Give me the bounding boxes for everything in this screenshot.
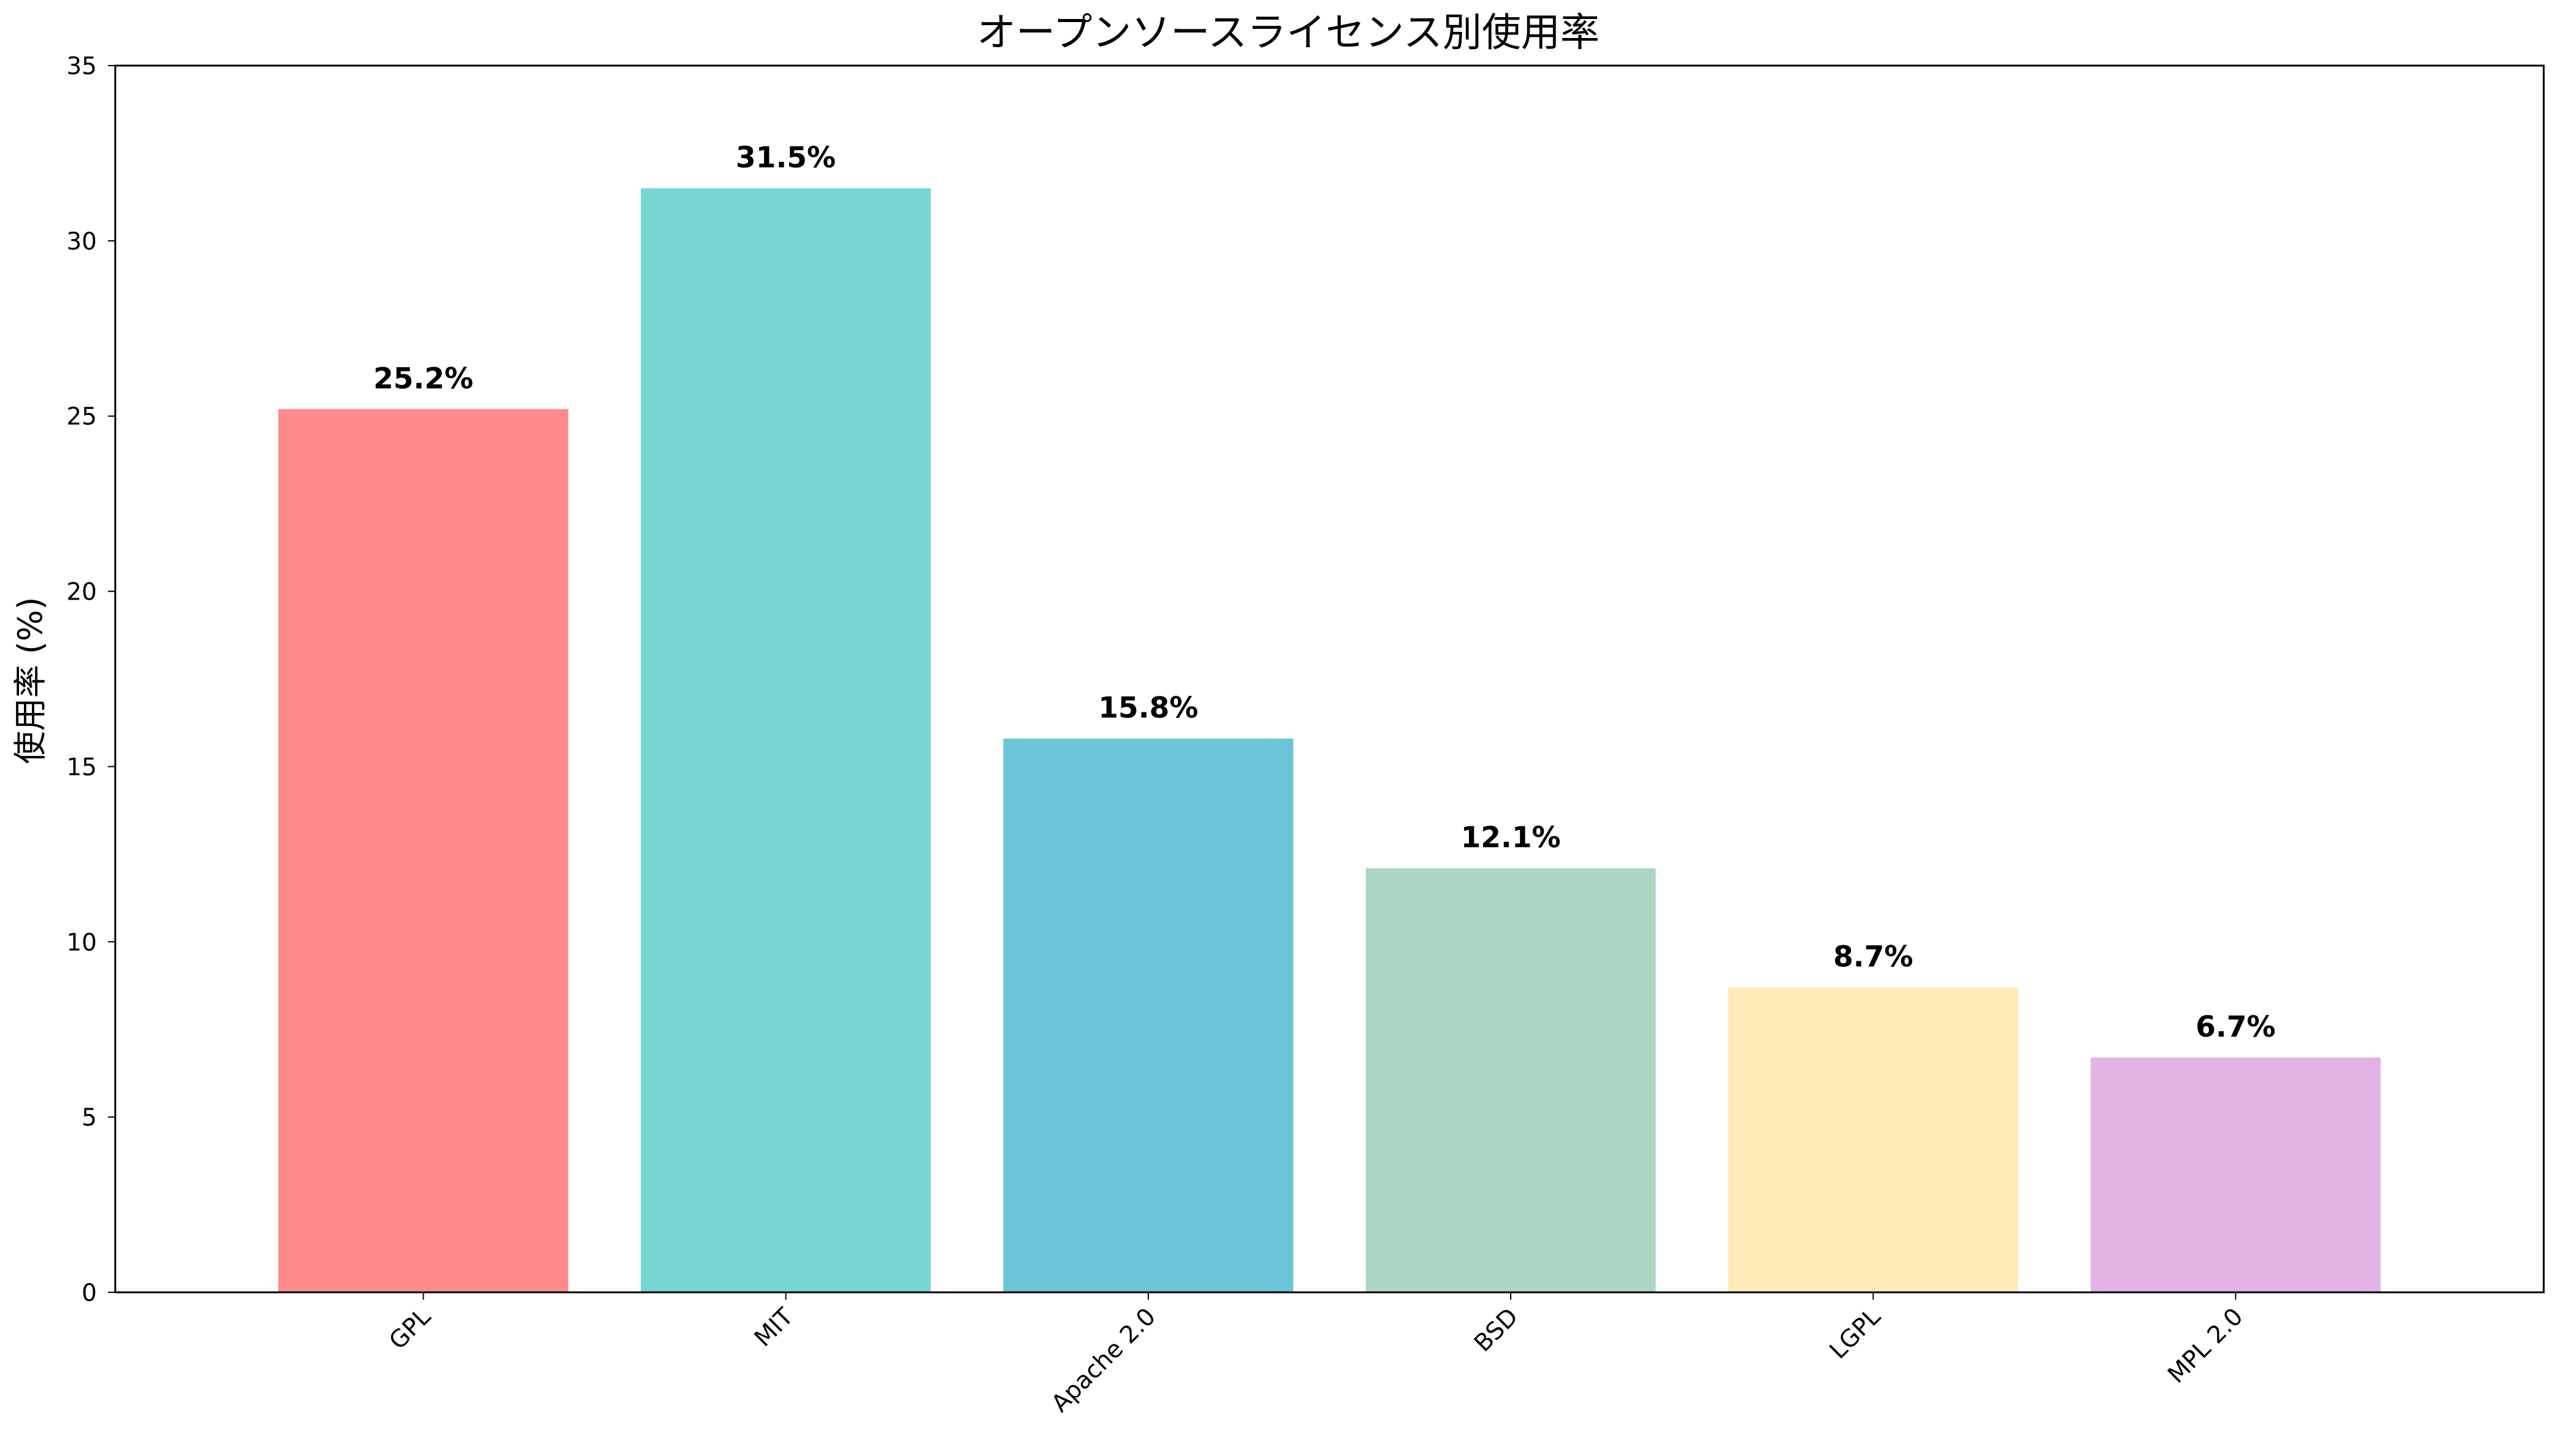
x-tick-label-mpl-2-0: MPL 2.0	[2162, 1303, 2248, 1389]
bar-gpl	[278, 409, 568, 1292]
data-label-mpl-2-0: 6.7%	[2195, 1010, 2275, 1044]
data-label-bsd: 12.1%	[1461, 821, 1561, 855]
bar-mit	[641, 188, 931, 1293]
y-tick-label: 15	[66, 753, 97, 781]
bar-bsd	[1365, 868, 1656, 1292]
x-tick-label-gpl: GPL	[384, 1303, 436, 1355]
y-tick-label: 5	[82, 1104, 97, 1132]
y-tick-label: 25	[66, 403, 97, 431]
x-tick-label-bsd: BSD	[1469, 1303, 1524, 1357]
y-tick-label: 10	[66, 929, 97, 956]
y-tick-label: 30	[66, 228, 97, 256]
data-label-apache-2-0: 15.8%	[1098, 692, 1198, 725]
data-labels-layer: 25.2% 31.5% 15.8% 12.1% 8.7% 6.7%	[373, 141, 2276, 1044]
data-label-mit: 31.5%	[736, 141, 836, 175]
y-tick-label: 20	[66, 579, 97, 606]
chart-title: オープンソースライセンス別使用率	[977, 10, 1600, 56]
x-tick-label-mit: MIT	[749, 1303, 799, 1352]
bar-lgpl	[1728, 987, 2018, 1292]
bar-apache-2-0	[1003, 738, 1294, 1292]
data-label-lgpl: 8.7%	[1833, 940, 1913, 974]
x-tick-label-apache-2-0: Apache 2.0	[1047, 1303, 1161, 1417]
y-axis-label: 使用率 (%)	[11, 597, 50, 764]
x-tick-label-lgpl: LGPL	[1825, 1303, 1886, 1365]
y-tick-label: 35	[66, 53, 97, 80]
data-label-gpl: 25.2%	[373, 362, 473, 395]
bar-mpl-2-0	[2091, 1057, 2381, 1292]
bars-layer	[278, 188, 2381, 1293]
plot-frame	[114, 64, 2545, 1294]
y-tick-label: 0	[82, 1279, 97, 1307]
